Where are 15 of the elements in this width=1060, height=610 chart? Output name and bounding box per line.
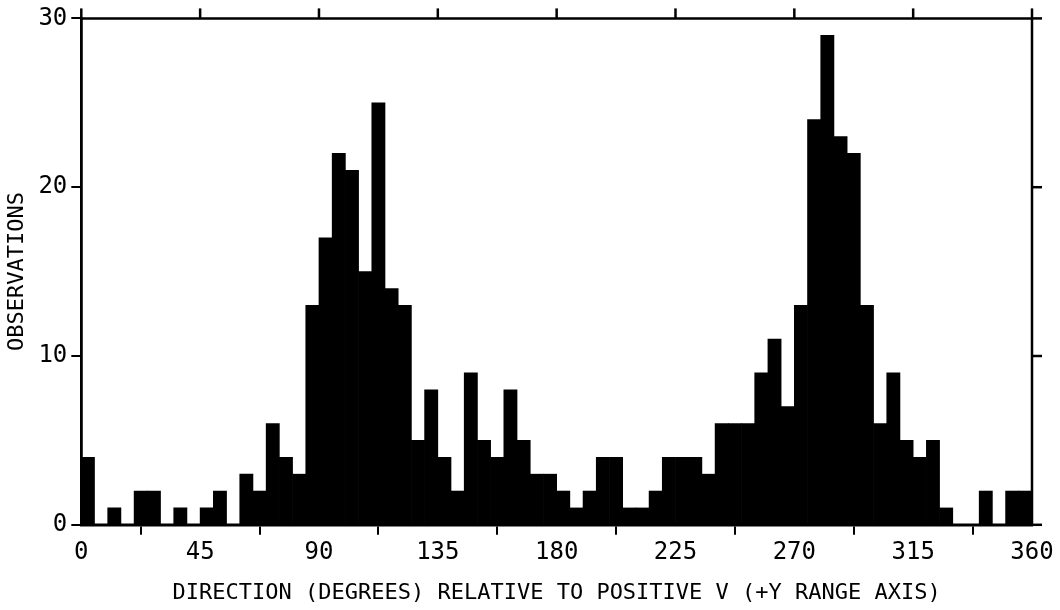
y-tick-label: 30 <box>38 2 68 31</box>
x-tick-label: 90 <box>304 537 334 566</box>
x-tick-label: 180 <box>534 537 579 566</box>
y-axis-title: OBSERVATIONS <box>2 192 28 352</box>
x-tick-label: 45 <box>185 537 215 566</box>
x-tick-label: 225 <box>653 537 698 566</box>
x-axis-title: DIRECTION (DEGREES) RELATIVE TO POSITIVE V (+Y RANGE AXIS) <box>172 578 941 604</box>
x-tick-label: 360 <box>1010 537 1054 566</box>
y-tick-label: 20 <box>38 171 68 200</box>
y-tick-label: 10 <box>38 340 68 369</box>
x-tick-label: 135 <box>416 537 460 566</box>
x-tick-label: 315 <box>891 537 935 566</box>
x-tick-label: 0 <box>74 537 89 566</box>
x-tick-label: 270 <box>772 537 816 566</box>
y-tick-label: 0 <box>52 509 68 538</box>
